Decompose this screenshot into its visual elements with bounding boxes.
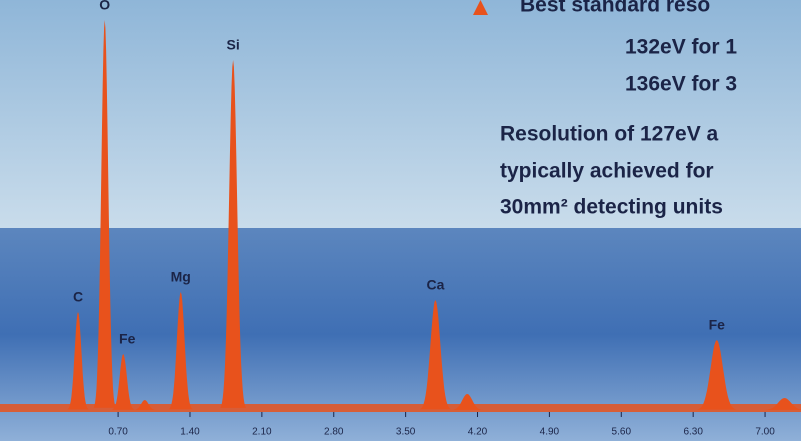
peak-label: C <box>73 289 83 305</box>
x-tick-label: 3.50 <box>396 427 416 438</box>
x-tick-label: 0.70 <box>108 427 128 438</box>
sky <box>0 0 801 228</box>
peak-label: Fe <box>709 317 726 333</box>
x-tick-label: 5.60 <box>612 427 632 438</box>
chart: Best standard reso 132eV for 1 136eV for… <box>0 0 801 441</box>
x-tick-label: 4.20 <box>468 427 488 438</box>
peak-label: O <box>99 0 110 13</box>
annotation: Best standard reso <box>520 0 710 17</box>
annotation: Resolution of 127eV a <box>500 123 719 146</box>
annotation: 136eV for 3 <box>625 73 737 96</box>
x-tick-label: 2.80 <box>324 427 344 438</box>
peak-label: Mg <box>171 269 191 285</box>
peak-label: Ca <box>426 277 444 293</box>
annotation: 30mm² detecting units <box>500 196 723 219</box>
x-tick-label: 2.10 <box>252 427 272 438</box>
x-tick-label: 4.90 <box>540 427 560 438</box>
annotation: 132eV for 1 <box>625 36 737 59</box>
peak-label: Fe <box>119 331 136 347</box>
peak-label: Si <box>226 37 239 53</box>
x-tick-label: 7.00 <box>755 427 775 438</box>
x-tick-label: 6.30 <box>683 427 703 438</box>
x-tick-label: 1.40 <box>180 427 200 438</box>
annotation: typically achieved for <box>500 160 714 183</box>
